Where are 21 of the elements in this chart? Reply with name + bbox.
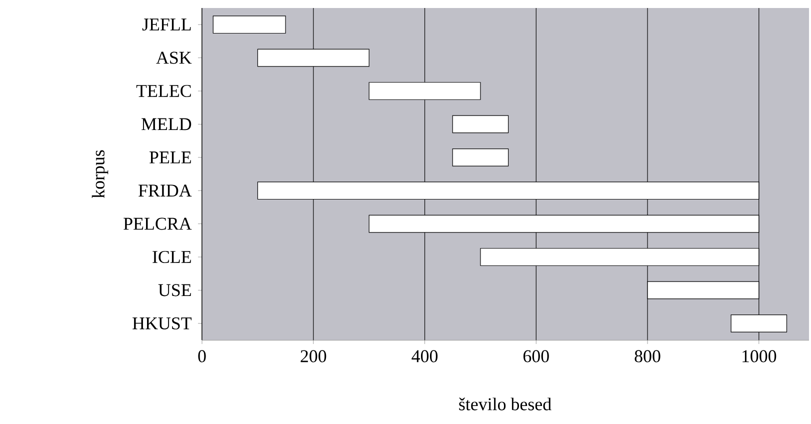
y-tick-label: ICLE (152, 250, 191, 264)
y-tick-label: USE (158, 284, 191, 296)
y-tick-label: JEFLL (142, 18, 191, 31)
y-tick-label: TELEC (136, 84, 191, 98)
x-tick-label: 200 (300, 350, 326, 362)
bar (212, 16, 286, 34)
y-tick-label: ASK (156, 52, 192, 64)
y-axis-title: korpus (92, 150, 108, 198)
y-tick-label: MELD (142, 118, 192, 130)
x-tick-label: 0 (198, 350, 206, 362)
x-tick-label: 800 (634, 350, 660, 362)
x-tick-label: 1000 (742, 350, 776, 362)
y-tick-label: PELCRA (124, 218, 192, 230)
y-tick-label: PELE (150, 152, 191, 164)
bar (452, 115, 509, 134)
y-tick-label: FRIDA (138, 184, 192, 197)
x-tick-label: 400 (412, 350, 438, 362)
bar (452, 148, 509, 166)
x-axis-title: število besed (459, 398, 552, 410)
y-tick-label: HKUST (132, 317, 192, 330)
x-tick-label: 600 (523, 350, 549, 362)
